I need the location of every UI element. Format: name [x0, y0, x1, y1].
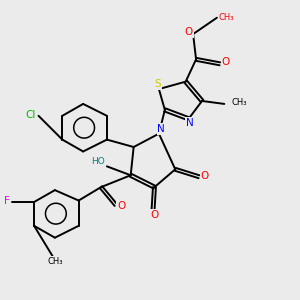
- Text: CH₃: CH₃: [218, 13, 234, 22]
- Text: N: N: [186, 118, 194, 128]
- Text: F: F: [4, 196, 10, 206]
- Text: O: O: [201, 171, 209, 181]
- Text: CH₃: CH₃: [47, 257, 63, 266]
- Text: O: O: [117, 202, 125, 212]
- Text: O: O: [184, 27, 193, 37]
- Text: N: N: [158, 124, 165, 134]
- Text: S: S: [154, 79, 161, 89]
- Text: Cl: Cl: [26, 110, 36, 120]
- Text: HO: HO: [91, 157, 104, 166]
- Text: O: O: [150, 210, 159, 220]
- Text: O: O: [222, 57, 230, 67]
- Text: CH₃: CH₃: [232, 98, 247, 107]
